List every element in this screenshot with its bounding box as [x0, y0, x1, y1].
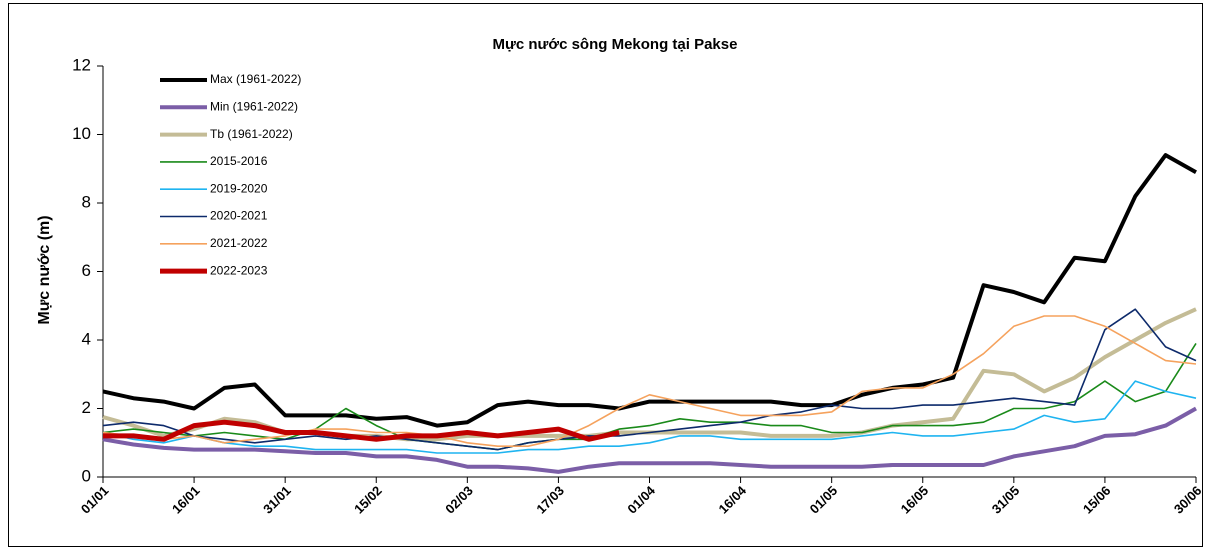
- y-tick-label: 10: [72, 124, 91, 143]
- y-tick-label: 2: [82, 398, 91, 417]
- series-line: [103, 419, 620, 442]
- legend-label: Min (1961-2022): [210, 99, 298, 113]
- series-line: [102, 380, 1197, 454]
- legend-label: 2020-2021: [210, 209, 268, 223]
- series-line: [102, 406, 1197, 474]
- legend-label: 2019-2020: [210, 181, 268, 195]
- legend-label: Max (1961-2022): [210, 72, 301, 86]
- series-line: [102, 153, 1197, 428]
- legend-label: Tb (1961-2022): [210, 127, 293, 141]
- series-line: [102, 308, 1197, 451]
- y-tick-label: 0: [82, 466, 91, 485]
- series-line: [102, 315, 1197, 447]
- chart-title: Mực nước sông Mekong tại Pakse: [493, 36, 738, 53]
- legend-label: 2021-2022: [210, 236, 268, 250]
- legend-label: 2022-2023: [210, 263, 268, 277]
- y-tick-label: 8: [82, 192, 91, 211]
- y-tick-label: 6: [82, 261, 91, 280]
- y-tick-label: 4: [82, 329, 91, 348]
- chart-frame: [8, 3, 1203, 547]
- y-tick-label: 12: [72, 55, 91, 74]
- y-axis-label: Mực nước (m): [36, 215, 53, 324]
- legend-label: 2015-2016: [210, 154, 268, 168]
